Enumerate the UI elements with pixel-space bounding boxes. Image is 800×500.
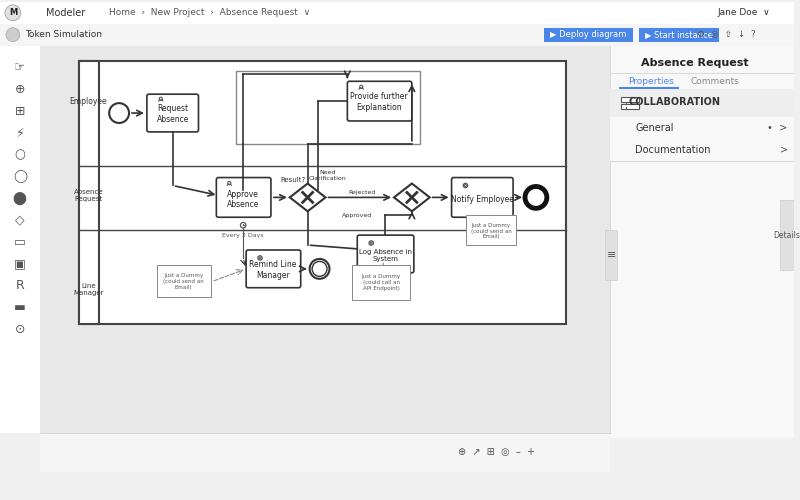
Circle shape — [360, 86, 363, 88]
Circle shape — [465, 184, 466, 186]
Text: COLLABORATION: COLLABORATION — [629, 97, 721, 107]
Text: Approve
Absence: Approve Absence — [227, 190, 259, 209]
Text: ⬤: ⬤ — [13, 192, 27, 205]
Text: Just a Dummy
(could send an
Email): Just a Dummy (could send an Email) — [163, 274, 204, 290]
Text: ◯: ◯ — [13, 170, 27, 183]
Text: Details: Details — [774, 230, 800, 239]
Circle shape — [159, 97, 162, 100]
Bar — [606, 230, 618, 280]
Bar — [610, 139, 794, 160]
Text: Absence Request: Absence Request — [641, 58, 749, 68]
Bar — [639, 28, 718, 42]
Text: Jane Doe  ∨: Jane Doe ∨ — [718, 8, 770, 18]
Bar — [40, 46, 610, 438]
Bar — [157, 265, 211, 296]
FancyBboxPatch shape — [358, 235, 414, 273]
Bar — [79, 62, 566, 324]
Bar — [352, 265, 410, 300]
Bar — [610, 46, 794, 438]
Text: R: R — [15, 279, 24, 292]
Text: Comments: Comments — [690, 77, 739, 86]
Polygon shape — [290, 184, 326, 212]
Text: ▶ Deploy diagram: ▶ Deploy diagram — [550, 30, 626, 39]
Bar — [544, 28, 633, 42]
FancyBboxPatch shape — [216, 178, 271, 217]
Text: Home  ›  New Project  ›  Absence Request  ∨: Home › New Project › Absence Request ∨ — [109, 8, 310, 18]
Circle shape — [241, 222, 246, 228]
Text: Every 2 Days: Every 2 Days — [222, 232, 264, 237]
Circle shape — [312, 262, 327, 276]
Text: Just a Dummy
(could send an
Email): Just a Dummy (could send an Email) — [471, 223, 512, 240]
Text: Just a Dummy
(could call an
API Endpoint): Just a Dummy (could call an API Endpoint… — [362, 274, 401, 291]
Text: Notify Employee: Notify Employee — [451, 195, 514, 204]
Text: >: > — [780, 145, 788, 155]
Circle shape — [369, 241, 374, 245]
FancyBboxPatch shape — [147, 94, 198, 132]
FancyBboxPatch shape — [347, 82, 412, 121]
Text: Result?: Result? — [280, 176, 306, 182]
Circle shape — [6, 28, 20, 42]
Text: Rejected: Rejected — [349, 190, 376, 195]
Text: Need
Clarification: Need Clarification — [309, 170, 346, 181]
Bar — [79, 62, 99, 324]
Text: ⊕  ↗  ⊞  ◎  –  +: ⊕ ↗ ⊞ ◎ – + — [458, 448, 534, 458]
Bar — [466, 216, 516, 245]
Text: ⊞: ⊞ — [14, 104, 25, 118]
Text: ◇: ◇ — [15, 214, 25, 226]
Text: ⊕: ⊕ — [14, 82, 25, 96]
Circle shape — [525, 186, 547, 208]
FancyBboxPatch shape — [451, 178, 513, 217]
Bar — [780, 200, 794, 270]
Text: ☞: ☞ — [14, 61, 26, 74]
Text: Documentation: Documentation — [635, 145, 710, 155]
Text: ⚙  ◎  ⇧  ↓  ?: ⚙ ◎ ⇧ ↓ ? — [697, 30, 756, 39]
Circle shape — [310, 259, 330, 279]
Text: ▭: ▭ — [14, 236, 26, 248]
Text: ▬: ▬ — [14, 301, 26, 314]
Circle shape — [5, 5, 21, 20]
Circle shape — [109, 103, 129, 123]
Text: ▣: ▣ — [14, 258, 26, 270]
Text: Remind Line
Manager: Remind Line Manager — [250, 260, 297, 280]
Text: Line
Manager: Line Manager — [73, 283, 103, 296]
Bar — [610, 117, 794, 139]
Bar — [236, 72, 420, 144]
Text: ⚡: ⚡ — [15, 126, 24, 140]
Text: Provide further
Explanation: Provide further Explanation — [350, 92, 408, 112]
Text: General: General — [635, 123, 674, 133]
Circle shape — [258, 256, 262, 260]
Circle shape — [463, 184, 468, 188]
Circle shape — [228, 182, 231, 184]
Bar — [0, 24, 794, 46]
Bar — [0, 46, 40, 432]
Bar — [610, 89, 794, 117]
Text: ▶ Start instance: ▶ Start instance — [645, 30, 713, 39]
Text: Log Absence in
System: Log Absence in System — [358, 250, 411, 262]
Bar — [622, 97, 639, 102]
Text: ⊙: ⊙ — [14, 323, 25, 336]
Text: •  >: • > — [767, 123, 787, 133]
Text: Token Simulation: Token Simulation — [25, 30, 102, 39]
Text: ≡: ≡ — [606, 250, 616, 260]
Bar — [0, 2, 794, 24]
Circle shape — [370, 242, 372, 244]
Text: Modeler: Modeler — [46, 8, 85, 18]
Text: Absence
Request: Absence Request — [74, 189, 103, 202]
Text: Properties: Properties — [628, 77, 674, 86]
Polygon shape — [394, 184, 430, 212]
Bar — [622, 104, 639, 109]
FancyBboxPatch shape — [246, 250, 301, 288]
Text: Approved: Approved — [342, 213, 373, 218]
Circle shape — [259, 257, 261, 259]
Text: ○: ○ — [14, 148, 26, 161]
Bar — [40, 432, 610, 472]
Text: M: M — [9, 8, 17, 18]
Text: Employee: Employee — [70, 96, 107, 106]
Text: Request
Absence: Request Absence — [157, 104, 189, 124]
